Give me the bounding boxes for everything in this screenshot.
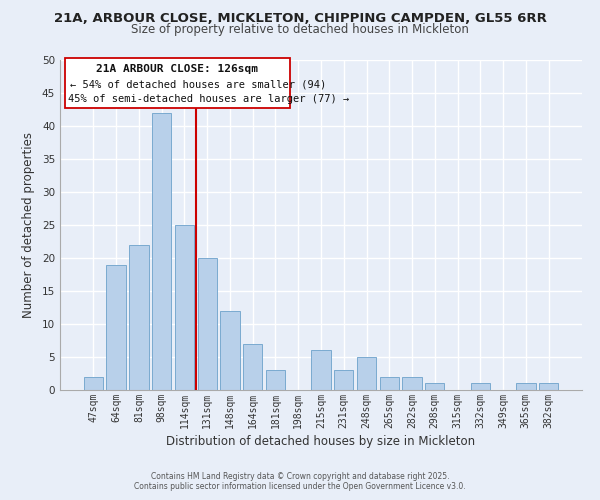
Bar [357, 357, 376, 390]
Bar [152, 113, 172, 390]
Text: ← 54% of detached houses are smaller (94): ← 54% of detached houses are smaller (94… [70, 80, 326, 90]
Text: Contains public sector information licensed under the Open Government Licence v3: Contains public sector information licen… [134, 482, 466, 491]
Text: Size of property relative to detached houses in Mickleton: Size of property relative to detached ho… [131, 22, 469, 36]
Bar [403, 377, 422, 390]
Bar [129, 245, 149, 390]
Bar [175, 225, 194, 390]
Bar [106, 264, 126, 390]
Bar [197, 258, 217, 390]
Bar [220, 311, 239, 390]
Bar [380, 377, 399, 390]
X-axis label: Distribution of detached houses by size in Mickleton: Distribution of detached houses by size … [166, 435, 476, 448]
Bar [311, 350, 331, 390]
Bar [516, 384, 536, 390]
Bar [334, 370, 353, 390]
Text: 21A, ARBOUR CLOSE, MICKLETON, CHIPPING CAMPDEN, GL55 6RR: 21A, ARBOUR CLOSE, MICKLETON, CHIPPING C… [53, 12, 547, 26]
Bar [425, 384, 445, 390]
Y-axis label: Number of detached properties: Number of detached properties [22, 132, 35, 318]
Text: Contains HM Land Registry data © Crown copyright and database right 2025.: Contains HM Land Registry data © Crown c… [151, 472, 449, 481]
Bar [84, 377, 103, 390]
Bar [539, 384, 558, 390]
FancyBboxPatch shape [65, 58, 290, 108]
Bar [470, 384, 490, 390]
Text: 21A ARBOUR CLOSE: 126sqm: 21A ARBOUR CLOSE: 126sqm [97, 64, 259, 74]
Bar [266, 370, 285, 390]
Text: 45% of semi-detached houses are larger (77) →: 45% of semi-detached houses are larger (… [68, 94, 349, 104]
Bar [243, 344, 262, 390]
